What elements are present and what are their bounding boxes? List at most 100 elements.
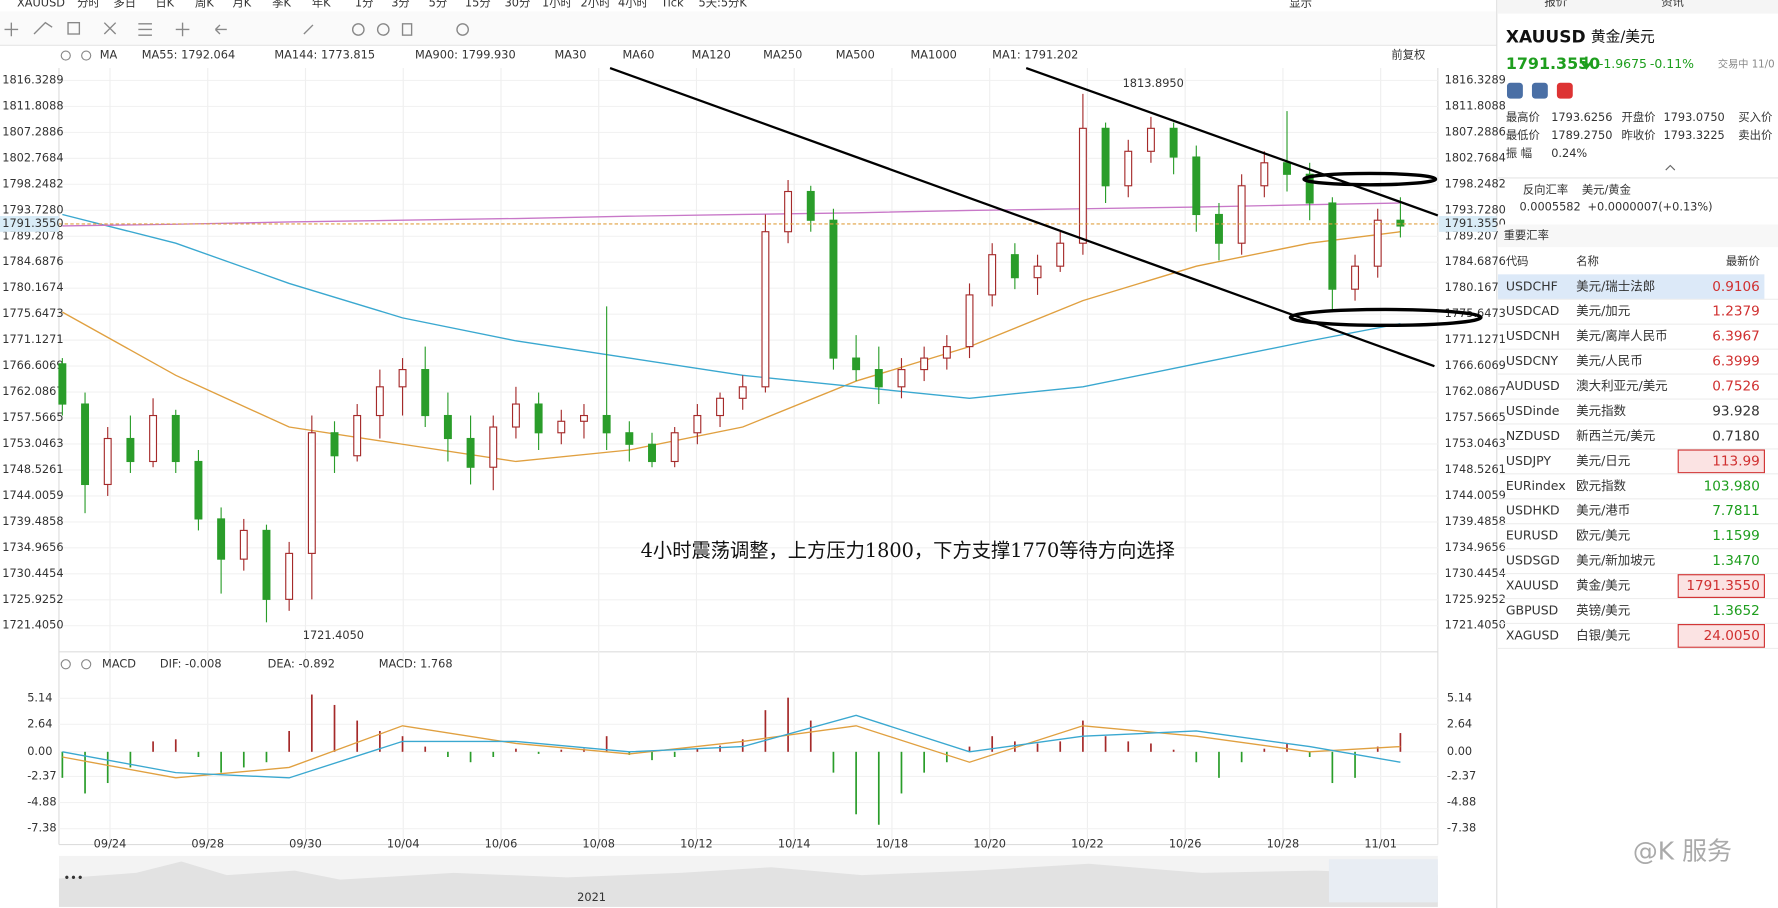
row-code[interactable]: USDCHF bbox=[1506, 278, 1558, 293]
row-price[interactable]: 24.0050 bbox=[1704, 628, 1760, 644]
symbol[interactable]: XAUUSD bbox=[17, 0, 65, 9]
ma-label[interactable]: MA bbox=[100, 48, 118, 62]
legend-item-inactive[interactable]: MA250 bbox=[763, 48, 802, 62]
row-name[interactable]: 美元/瑞士法郎 bbox=[1576, 278, 1655, 293]
period-tab[interactable]: 15分 bbox=[465, 0, 491, 9]
row-code[interactable]: GBPUSD bbox=[1506, 603, 1558, 618]
legend-item-inactive[interactable]: MA120 bbox=[692, 48, 731, 62]
macd-tick-label-right: 0.00 bbox=[1447, 744, 1472, 758]
period-tab[interactable]: 2小时 bbox=[581, 0, 611, 9]
row-price[interactable]: 1.1599 bbox=[1712, 528, 1760, 544]
row-name[interactable]: 欧元指数 bbox=[1576, 478, 1626, 493]
tab[interactable]: 报价 bbox=[1544, 0, 1567, 8]
row-selected[interactable] bbox=[1497, 274, 1765, 300]
tab[interactable]: 资讯 bbox=[1661, 0, 1684, 8]
row-code[interactable]: EURUSD bbox=[1506, 528, 1558, 543]
legend-item-inactive[interactable]: MA30 bbox=[554, 48, 586, 62]
period-tab[interactable]: 1小时 bbox=[542, 0, 572, 9]
row-name[interactable]: 美元/人民币 bbox=[1576, 353, 1643, 368]
row-name[interactable]: 黄金/美元 bbox=[1576, 578, 1630, 593]
period-tab[interactable]: 4小时 bbox=[618, 0, 648, 9]
row-price[interactable]: 7.7811 bbox=[1712, 503, 1760, 519]
row-code[interactable]: XAUUSD bbox=[1506, 578, 1559, 593]
row-price[interactable]: 6.3967 bbox=[1712, 329, 1760, 345]
row-name[interactable]: 美元/日元 bbox=[1576, 453, 1630, 468]
legend-item[interactable]: MA900: 1799.930 bbox=[415, 48, 516, 62]
settings-icon[interactable] bbox=[60, 659, 71, 670]
row-price[interactable]: 0.7180 bbox=[1712, 428, 1760, 444]
y2-tick-label: 1771.1271 bbox=[1445, 332, 1506, 346]
row-code[interactable]: XAGUSD bbox=[1506, 627, 1559, 642]
period-tab[interactable]: 日K bbox=[155, 0, 174, 9]
panel-icon[interactable] bbox=[1556, 82, 1573, 99]
navigator-more[interactable]: ••• bbox=[64, 871, 84, 885]
row-price[interactable]: 0.9106 bbox=[1712, 279, 1760, 295]
row-price[interactable]: 1.3652 bbox=[1712, 603, 1760, 619]
row-code[interactable]: NZDUSD bbox=[1506, 428, 1560, 443]
row-name[interactable]: 白银/美元 bbox=[1576, 627, 1630, 642]
row-code[interactable]: USDCNH bbox=[1506, 328, 1560, 343]
row-name[interactable]: 英镑/美元 bbox=[1576, 603, 1630, 618]
legend-item[interactable]: MACD: 1.768 bbox=[379, 656, 453, 670]
row-price[interactable]: 6.3999 bbox=[1712, 354, 1760, 370]
legend-item[interactable]: DIF: -0.008 bbox=[160, 656, 222, 670]
period-tab[interactable]: 分时 bbox=[77, 0, 100, 9]
legend-item[interactable]: MA55: 1792.064 bbox=[142, 48, 235, 62]
row-name[interactable]: 美元/离岸人民币 bbox=[1576, 328, 1667, 343]
row-name[interactable]: 美元/加元 bbox=[1576, 303, 1630, 318]
panel-icon[interactable] bbox=[1531, 82, 1548, 99]
candle-body bbox=[421, 369, 430, 417]
period-tab[interactable]: 5天:5分K bbox=[699, 0, 748, 9]
period-tab[interactable]: 30分 bbox=[505, 0, 531, 9]
row-code[interactable]: USDinde bbox=[1506, 403, 1560, 418]
legend-item[interactable]: DEA: -0.892 bbox=[268, 656, 335, 670]
row-name[interactable]: 美元/新加坡元 bbox=[1576, 553, 1655, 568]
legend-item-inactive[interactable]: MA500 bbox=[836, 48, 875, 62]
period-tab[interactable]: 季K bbox=[272, 0, 291, 9]
chevron[interactable] bbox=[1665, 164, 1676, 171]
row-code[interactable]: USDCAD bbox=[1506, 303, 1559, 318]
legend-item[interactable]: MA144: 1773.815 bbox=[274, 48, 375, 62]
row-name[interactable]: 美元/港币 bbox=[1576, 503, 1630, 518]
display-menu[interactable]: 显示 bbox=[1289, 0, 1312, 9]
row-price[interactable]: 113.99 bbox=[1712, 453, 1760, 469]
period-tab[interactable]: 1分 bbox=[355, 0, 374, 9]
period-tab[interactable]: 年K bbox=[312, 0, 331, 9]
row-price[interactable]: 93.928 bbox=[1712, 403, 1760, 419]
row-price[interactable]: 103.980 bbox=[1704, 478, 1760, 494]
legend-item-inactive[interactable]: MA1000 bbox=[911, 48, 957, 62]
row-code[interactable]: USDCNY bbox=[1506, 353, 1559, 368]
row-code[interactable]: USDHKD bbox=[1506, 503, 1560, 518]
row-price[interactable]: 1.2379 bbox=[1712, 304, 1760, 320]
row-price[interactable]: 0.7526 bbox=[1712, 379, 1760, 395]
period-tab[interactable]: 周K bbox=[195, 0, 214, 9]
row-code[interactable]: USDSGD bbox=[1506, 553, 1560, 568]
close-icon[interactable] bbox=[81, 659, 92, 670]
reverse-pair[interactable]: 美元/黄金 bbox=[1582, 182, 1631, 196]
macd-label[interactable]: MACD bbox=[102, 656, 136, 670]
settings-icon[interactable] bbox=[60, 50, 71, 61]
row-code[interactable]: AUDUSD bbox=[1506, 378, 1560, 393]
period-tab[interactable]: 月K bbox=[232, 0, 251, 9]
row-name[interactable]: 澳大利亚元/美元 bbox=[1576, 378, 1667, 393]
period-tab[interactable]: 5分 bbox=[429, 0, 448, 9]
price-tag: 1791.3550 bbox=[2, 216, 63, 230]
row-price[interactable]: 1.3470 bbox=[1712, 553, 1760, 569]
period-tab[interactable]: Tick bbox=[660, 0, 684, 9]
row-code[interactable]: EURindex bbox=[1506, 478, 1566, 493]
row-name[interactable]: 欧元/美元 bbox=[1576, 528, 1630, 543]
ma1-label[interactable]: MA1: 1791.202 bbox=[992, 48, 1078, 62]
row-code[interactable]: USDJPY bbox=[1506, 453, 1552, 468]
panel-icon[interactable] bbox=[1506, 82, 1523, 99]
period-tab[interactable]: 3分 bbox=[391, 0, 410, 9]
adjust-label[interactable]: 前复权 bbox=[1391, 48, 1425, 62]
icon-hide bbox=[376, 23, 390, 36]
period-tab[interactable]: 多日 bbox=[113, 0, 136, 9]
x-tick-label: 10/12 bbox=[680, 837, 713, 851]
row-name[interactable]: 新西兰元/美元 bbox=[1576, 428, 1655, 443]
legend-item-inactive[interactable]: MA60 bbox=[623, 48, 655, 62]
row-price[interactable]: 1791.3550 bbox=[1686, 578, 1760, 594]
navigator-window[interactable] bbox=[1328, 859, 1438, 903]
close-icon[interactable] bbox=[81, 50, 92, 61]
row-name[interactable]: 美元指数 bbox=[1576, 403, 1626, 418]
